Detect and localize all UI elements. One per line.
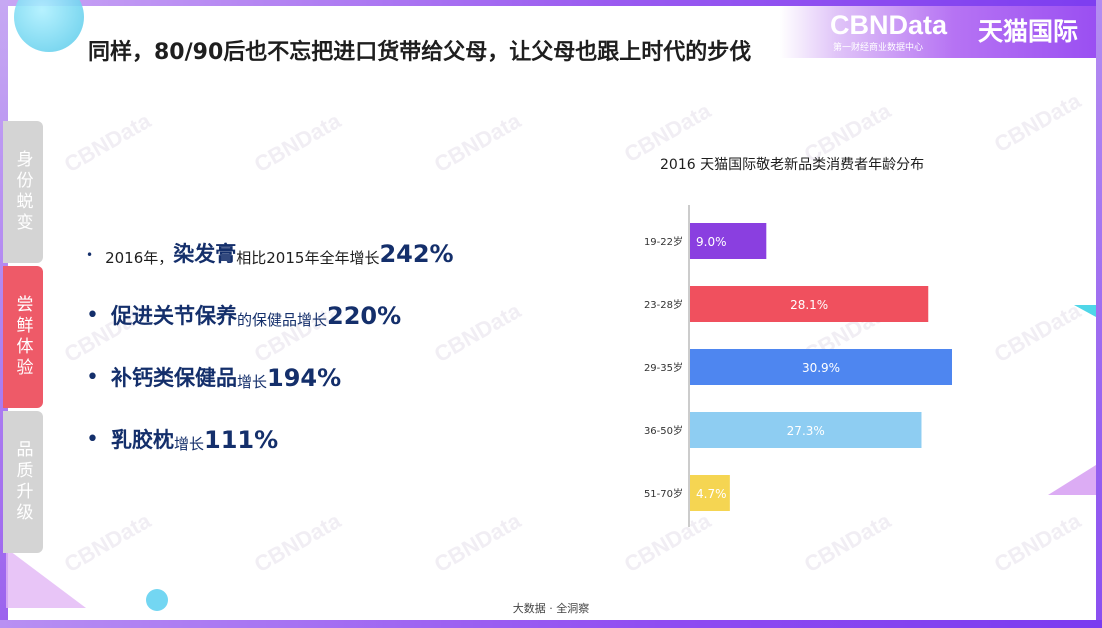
bullet-highlight: 乳胶枕 xyxy=(110,428,174,452)
side-tab-label: 尝鲜体验 xyxy=(12,295,33,379)
bullet-value: 111% xyxy=(204,426,279,454)
watermark: CBNData xyxy=(989,507,1085,578)
watermark: CBNData xyxy=(59,507,155,578)
y-tick-label: 19-22岁 xyxy=(644,235,683,248)
brand-banner xyxy=(780,6,1096,58)
decorative-triangle xyxy=(1074,305,1096,317)
side-tab-try-new[interactable]: 尝鲜体验 xyxy=(3,266,43,408)
bullet-item: • 乳胶枕 增长 111% xyxy=(86,392,606,454)
decorative-triangle xyxy=(1048,465,1096,495)
y-tick-label: 23-28岁 xyxy=(644,298,683,311)
side-tab-identity[interactable]: 身份蜕变 xyxy=(3,121,43,263)
bar-data-label: 30.9% xyxy=(802,361,840,375)
tmall-global-logo: 天猫国际 xyxy=(978,17,1079,46)
bullet-text: 相比2015年全年增长 xyxy=(236,249,380,267)
bar-23-28岁 xyxy=(690,286,929,322)
watermark: CBNData xyxy=(429,107,525,178)
bullet-item: • 促进关节保养 的保健品增长 220% xyxy=(86,268,606,330)
bullet-value: 242% xyxy=(379,240,454,268)
decorative-circle xyxy=(14,0,84,52)
frame-top-border xyxy=(0,0,1102,6)
bullet-dot-icon: • xyxy=(86,365,99,390)
age-distribution-bar-chart: 19-22岁 9.0% 23-28岁 28.1% 29-35岁 30.9% 36-50岁 27… xyxy=(644,205,952,527)
decorative-dot xyxy=(146,589,168,611)
bullet-highlight: 补钙类保健品 xyxy=(110,366,237,390)
decorative-triangle xyxy=(6,548,86,608)
bullet-dot-icon: • xyxy=(86,303,99,328)
bar-data-label: 9.0% xyxy=(696,235,727,249)
bar-data-label: 28.1% xyxy=(790,298,828,312)
side-tab-label: 品质升级 xyxy=(12,440,33,524)
bullet-value: 220% xyxy=(327,302,402,330)
footer-slogan: 大数据 · 全洞察 xyxy=(512,602,590,615)
bullet-item: • 补钙类保健品 增长 194% xyxy=(86,330,606,392)
bullet-dot-icon: • xyxy=(86,427,99,452)
y-tick-label: 51-70岁 xyxy=(644,487,683,500)
bar-data-label: 4.7% xyxy=(696,487,727,501)
bullet-item: • 2016年， 染发膏 相比2015年全年增长 242% xyxy=(86,232,606,268)
watermark: CBNData xyxy=(989,87,1085,158)
bullet-text: 增长 xyxy=(173,435,204,453)
bullet-highlight: 促进关节保养 xyxy=(110,304,237,328)
bullet-list: • 2016年， 染发膏 相比2015年全年增长 242% • 促进关节保养 的… xyxy=(86,232,606,454)
bullet-prefix: 2016年， xyxy=(105,249,174,267)
bullet-value: 194% xyxy=(267,364,342,392)
watermark: CBNData xyxy=(59,107,155,178)
y-tick-label: 36-50岁 xyxy=(644,424,683,437)
watermark: CBNData xyxy=(989,297,1085,368)
side-tab-quality[interactable]: 品质升级 xyxy=(3,411,43,553)
watermark: CBNData xyxy=(249,107,345,178)
bar-19-22岁 xyxy=(690,223,767,259)
bullet-dot-icon: • xyxy=(86,248,94,262)
frame-bottom-border xyxy=(0,620,1102,628)
cbndata-logo-subtitle: 第一财经商业数据中心 xyxy=(833,43,924,53)
page-title: 同样，80/90后也不忘把进口货带给父母，让父母也跟上时代的步伐 xyxy=(88,40,752,65)
y-tick-label: 29-35岁 xyxy=(644,361,683,374)
bar-29-35岁 xyxy=(690,349,952,385)
bullet-text: 的保健品增长 xyxy=(236,311,327,329)
bar-data-label: 27.3% xyxy=(787,424,825,438)
cbndata-logo: CBNData xyxy=(830,10,948,40)
bar-51-70岁 xyxy=(690,475,730,511)
chart-title: 2016 天猫国际敬老新品类消费者年龄分布 xyxy=(660,157,925,173)
bar-36-50岁 xyxy=(690,412,922,448)
side-tab-label: 身份蜕变 xyxy=(12,150,33,234)
bullet-highlight: 染发膏 xyxy=(173,242,237,266)
watermark: CBNData xyxy=(429,507,525,578)
watermark: CBNData xyxy=(249,507,345,578)
frame-right-border xyxy=(1096,0,1102,628)
bullet-text: 增长 xyxy=(236,373,267,391)
